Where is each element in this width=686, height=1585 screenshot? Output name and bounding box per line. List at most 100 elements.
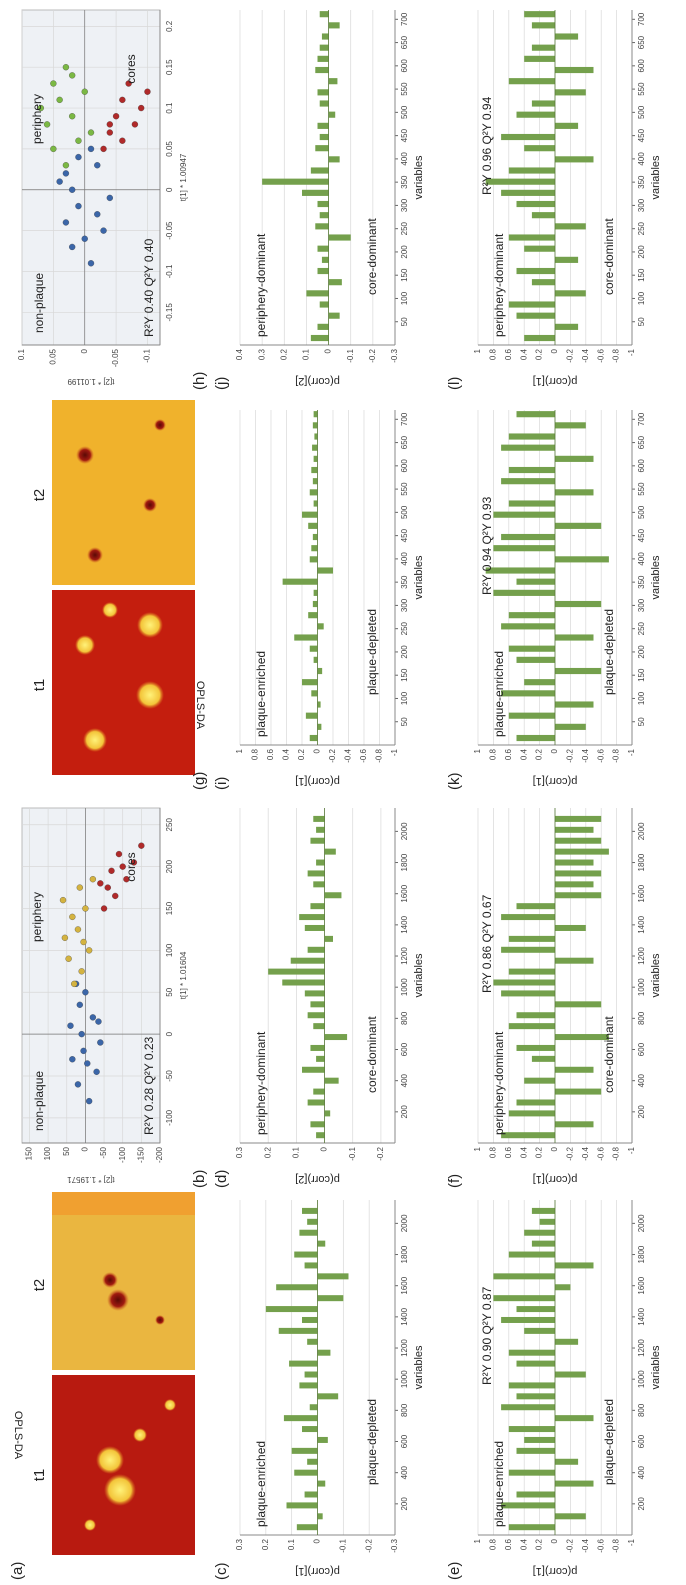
- y-tick-label: 0: [550, 1146, 559, 1151]
- x-tick-label: 600: [400, 59, 409, 73]
- spectrum-bar: [314, 433, 318, 440]
- x-tick-label: 1200: [400, 1339, 409, 1357]
- spectrum-bar: [307, 1099, 325, 1106]
- x-tick-label: 550: [637, 82, 646, 96]
- x-tick-label: -0.1: [165, 264, 174, 278]
- spectrum-bar: [555, 1066, 594, 1073]
- series-label: cores: [124, 54, 138, 83]
- x-tick-label: 550: [400, 482, 409, 496]
- spectrum-bar: [317, 701, 321, 708]
- y-tick-label: -0.2: [566, 1538, 575, 1552]
- spectrum-bar: [524, 145, 556, 152]
- y-tick-label: 0: [313, 748, 322, 753]
- spectrum-bar: [306, 290, 329, 297]
- y-axis-label: p(corr)[2]: [295, 1173, 340, 1185]
- score-point: [61, 934, 69, 941]
- annotation: periphery-dominant: [492, 233, 506, 337]
- spectrum-bar: [328, 156, 340, 163]
- score-point: [69, 1056, 76, 1063]
- score-point: [80, 1047, 87, 1055]
- y-axis-label: p(corr)[1]: [533, 1173, 578, 1185]
- spectrum-bar: [555, 848, 609, 855]
- spectrum-bar: [524, 1077, 556, 1084]
- series-label: periphery: [30, 892, 44, 942]
- x-tick-label: 800: [637, 1011, 646, 1025]
- spectrum-bar: [296, 1524, 318, 1531]
- y-tick-label: -0.1: [348, 1146, 357, 1160]
- spectrum-bar: [317, 1349, 331, 1356]
- spectrum-bar: [555, 634, 594, 641]
- spectrum-bar: [555, 156, 594, 163]
- x-tick-label: 1600: [400, 884, 409, 902]
- x-tick-label: 100: [165, 943, 174, 957]
- spectrum-bar: [508, 78, 555, 85]
- spectrum-bar: [307, 1012, 325, 1019]
- y-tick-label: -0.8: [375, 748, 384, 762]
- spectrum-bar: [555, 422, 586, 429]
- x-tick-label: 1800: [637, 1245, 646, 1263]
- score-point: [69, 186, 76, 193]
- panel-label: (e): [446, 1562, 463, 1580]
- spectrum-bar: [319, 44, 329, 51]
- spectrum-bar: [555, 1513, 586, 1520]
- x-tick-label: 350: [400, 175, 409, 189]
- spectrum-bar: [555, 1262, 594, 1269]
- spectrum-bar: [321, 256, 329, 263]
- model-stats: R²Y 0.86 Q²Y 0.67: [480, 894, 494, 993]
- score-point: [93, 1068, 100, 1075]
- y-tick-label: 0.2: [535, 748, 544, 760]
- model-stats: R²Y 0.90 Q²Y 0.87: [480, 1286, 494, 1385]
- x-tick-label: 0.05: [165, 141, 174, 157]
- score-point: [84, 1060, 91, 1067]
- y-tick-label: 1: [473, 1538, 482, 1543]
- y-tick-label: -0.4: [581, 1538, 590, 1552]
- spectrum-bar: [317, 200, 329, 208]
- spectrum-bar: [555, 600, 602, 608]
- x-axis-label: variables: [650, 155, 662, 200]
- score-point: [125, 80, 132, 87]
- spectrum-bar: [501, 189, 556, 196]
- spectrum-bar: [328, 22, 340, 29]
- spectrum-bar: [493, 511, 555, 518]
- score-point: [69, 72, 76, 79]
- spectrum-bar: [310, 1001, 325, 1008]
- x-tick-label: 50: [165, 987, 174, 996]
- spectrum-bar: [555, 826, 594, 833]
- spectrum-bar: [307, 1218, 318, 1225]
- spectrum-bar: [555, 256, 579, 263]
- spectrum-bar: [313, 881, 325, 888]
- score-point: [119, 863, 126, 870]
- spectrum-bar: [555, 122, 579, 129]
- y-tick-label: -0.6: [596, 1538, 605, 1552]
- spectrum-bar: [501, 1132, 556, 1139]
- y-tick-label: -0.6: [596, 348, 605, 362]
- image-t1: [52, 590, 195, 775]
- spectrum-bar: [508, 234, 555, 241]
- y-tick-label: 0.1: [302, 348, 311, 360]
- x-axis-label: t[1] * 1.01604: [179, 951, 188, 999]
- y-tick-label: 0.1: [287, 1538, 296, 1550]
- x-tick-label: 2000: [400, 1214, 409, 1232]
- x-tick-label: 650: [400, 435, 409, 449]
- score-point: [89, 1014, 97, 1021]
- spectrum-bar: [286, 1502, 318, 1509]
- spectrum-bar: [508, 167, 555, 174]
- x-tick-label: 0.2: [165, 20, 174, 32]
- spectrum-bar: [516, 1044, 555, 1051]
- score-point: [100, 227, 107, 234]
- x-axis-label: variables: [650, 555, 662, 600]
- spectrum-bar: [265, 1306, 318, 1313]
- x-tick-label: 250: [637, 621, 646, 635]
- y-tick-label: 0.1: [291, 1146, 300, 1158]
- y-tick-label: 0: [324, 348, 333, 353]
- score-point: [76, 884, 83, 891]
- y-tick-label: 0.2: [535, 1538, 544, 1550]
- spectrum-bar: [319, 11, 329, 18]
- plaque-blob: [104, 1474, 136, 1506]
- spectrum-bar: [313, 500, 318, 507]
- x-tick-label: 150: [165, 901, 174, 915]
- spectrum-bar: [555, 290, 586, 297]
- spectrum-bar: [555, 223, 586, 230]
- plaque-blob: [102, 602, 118, 618]
- x-tick-label: 1400: [637, 915, 646, 933]
